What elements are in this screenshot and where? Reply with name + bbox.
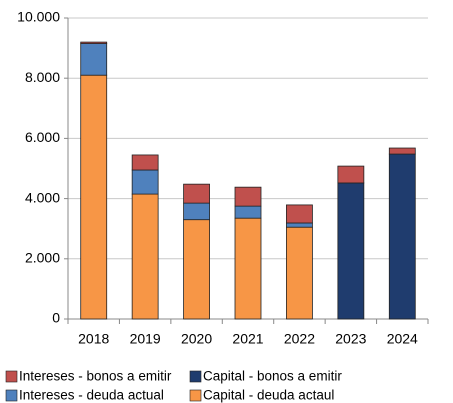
y-tick-label: 8.000 <box>25 69 60 85</box>
y-tick-label: 4.000 <box>25 189 60 205</box>
bar-segment <box>337 165 365 184</box>
bar-segment <box>131 169 159 195</box>
legend-swatch <box>189 389 202 402</box>
legend-swatch <box>5 370 18 383</box>
legend-label: Intereses - deuda actual <box>19 388 164 403</box>
bar-segment <box>234 186 262 207</box>
x-tick-label: 2023 <box>335 331 366 347</box>
x-tick-label: 2022 <box>284 331 315 347</box>
y-tick-label: 10.000 <box>17 9 60 25</box>
legend-swatch <box>5 389 18 402</box>
bar-segment <box>337 182 365 320</box>
bar-segment <box>80 74 108 320</box>
bar-segment <box>80 43 108 76</box>
legend-swatch <box>189 370 202 383</box>
legend-label: Capital - bonos a emitir <box>203 369 342 384</box>
y-tick-label: 0 <box>52 310 60 326</box>
x-tick-label: 2019 <box>130 331 161 347</box>
bar-segment <box>183 219 210 320</box>
bar-segment <box>183 202 210 221</box>
bar-segment <box>388 153 416 320</box>
x-tick-label: 2021 <box>232 331 263 347</box>
bar-segment <box>286 204 313 224</box>
bar-segment <box>131 154 159 171</box>
bar-segment <box>183 183 210 204</box>
bar-segment <box>388 147 416 155</box>
x-tick-label: 2024 <box>387 331 418 347</box>
x-tick-label: 2018 <box>78 331 109 347</box>
y-tick-label: 6.000 <box>25 129 60 145</box>
bar-segment <box>80 41 108 44</box>
legend-label: Intereses - bonos a emitir <box>19 369 172 384</box>
bar-segment <box>286 226 313 320</box>
bar-segment <box>234 205 262 219</box>
bar-segment <box>234 217 262 320</box>
bar-segment <box>286 222 313 228</box>
legend-label: Capital - deuda actaul <box>203 388 334 403</box>
y-tick-label: 2.000 <box>25 250 60 266</box>
x-tick-label: 2020 <box>181 331 212 347</box>
legend: Capital - deuda actaul Capital - bonos a … <box>5 369 342 403</box>
bar-segment <box>131 193 159 320</box>
